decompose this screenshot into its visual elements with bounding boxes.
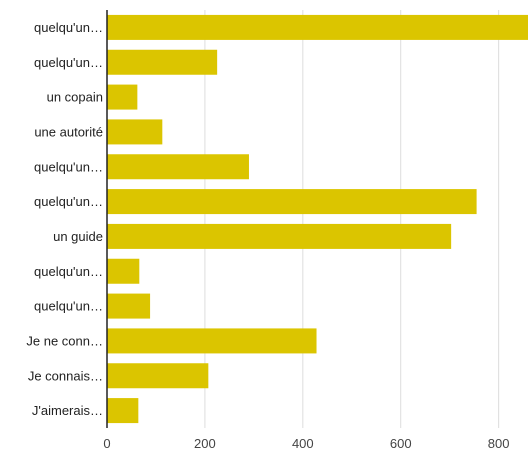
category-label: quelqu'un… — [34, 20, 103, 35]
category-label: un guide — [53, 229, 103, 244]
category-label: quelqu'un… — [34, 55, 103, 70]
category-label: J'aimerais… — [32, 403, 103, 418]
bar — [107, 119, 163, 145]
bar — [107, 328, 317, 354]
category-label: quelqu'un… — [34, 264, 103, 279]
category-label: Je connais… — [28, 368, 103, 383]
bar — [107, 223, 452, 249]
x-tick-label: 200 — [194, 436, 216, 451]
category-label: une autorité — [34, 124, 103, 139]
bar — [107, 154, 249, 180]
category-label: quelqu'un… — [34, 194, 103, 209]
category-label: quelqu'un… — [34, 299, 103, 314]
x-tick-label: 600 — [390, 436, 412, 451]
bar — [107, 14, 528, 40]
category-labels: quelqu'un… quelqu'un… un copain une autorit… — [26, 20, 103, 418]
category-label: quelqu'un… — [34, 159, 103, 174]
bar — [107, 49, 218, 75]
x-tick-label: 400 — [292, 436, 314, 451]
bar — [107, 398, 139, 424]
bar — [107, 84, 138, 110]
bar — [107, 258, 140, 284]
x-tick-label: 0 — [103, 436, 110, 451]
x-tick-label: 800 — [488, 436, 510, 451]
bars — [107, 14, 528, 424]
gridlines — [204, 10, 500, 428]
bar — [107, 293, 151, 319]
x-tick-labels: 0 200 400 600 800 — [103, 436, 509, 451]
bar — [107, 363, 209, 389]
bar — [107, 189, 477, 215]
category-label: un copain — [47, 90, 103, 105]
category-label: Je ne conn… — [26, 333, 103, 348]
